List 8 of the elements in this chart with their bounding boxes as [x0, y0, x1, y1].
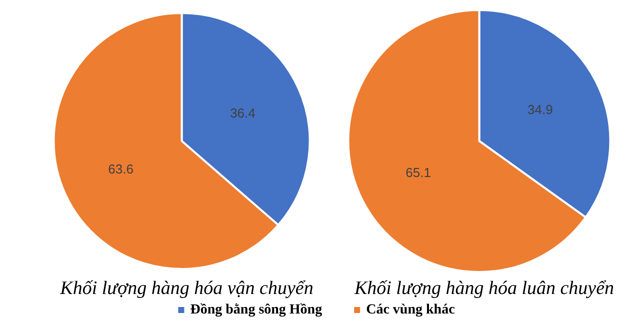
- data-label: 34.9: [528, 102, 553, 118]
- data-label: 36.4: [230, 106, 256, 121]
- legend-label: Các vùng khác: [366, 302, 455, 318]
- data-label: 65.1: [406, 164, 431, 180]
- legend-label: Đồng bằng sông Hồng: [190, 302, 322, 318]
- data-label: 63.6: [108, 161, 134, 176]
- text: Khối lượng hàng hóa vận chuyển: [59, 278, 314, 299]
- text: Khối lượng hàng hóa luân chuyển: [353, 278, 614, 299]
